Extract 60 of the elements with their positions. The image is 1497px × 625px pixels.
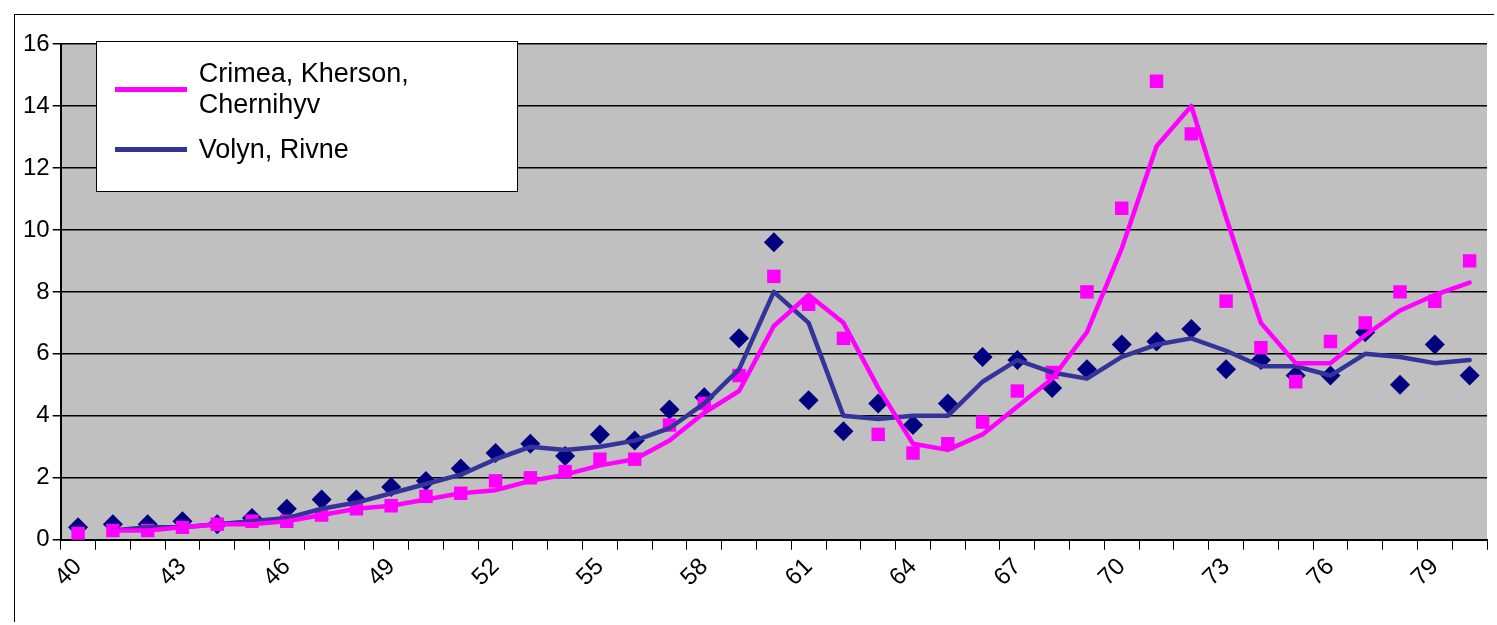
point <box>868 393 889 414</box>
point <box>729 328 750 349</box>
x-tick-label: 64 <box>883 552 922 591</box>
point <box>1115 201 1129 215</box>
x-tick-label: 46 <box>257 552 296 591</box>
point <box>1181 319 1202 340</box>
point <box>1254 340 1268 355</box>
point <box>972 346 993 367</box>
point <box>589 424 610 445</box>
point <box>1080 285 1094 299</box>
point <box>871 427 885 442</box>
point <box>1390 374 1411 395</box>
point <box>1358 316 1372 330</box>
point <box>1111 334 1132 355</box>
point <box>71 526 85 540</box>
point <box>906 446 920 460</box>
point <box>937 393 958 414</box>
point <box>1393 285 1407 299</box>
x-tick-label: 55 <box>570 552 609 591</box>
point <box>1216 359 1237 380</box>
legend-label: Volyn, Rivne <box>198 134 349 165</box>
point <box>763 232 784 253</box>
y-tick-label: 6 <box>36 338 50 366</box>
x-tick-label: 52 <box>465 552 504 591</box>
point <box>1424 334 1445 355</box>
x-tick-label: 58 <box>674 552 713 591</box>
point <box>975 415 990 429</box>
x-tick-label: 61 <box>778 552 817 591</box>
point <box>798 390 819 411</box>
x-tick-label: 49 <box>361 552 400 591</box>
x-tick-label: 73 <box>1196 552 1235 591</box>
y-tick-label: 14 <box>22 90 50 118</box>
y-tick-label: 10 <box>22 214 50 242</box>
y-tick-label: 4 <box>36 400 50 428</box>
point <box>488 474 503 488</box>
y-tick-label: 12 <box>22 152 50 180</box>
point <box>1219 294 1233 308</box>
point <box>659 399 680 420</box>
y-tick-label: 2 <box>36 462 50 490</box>
point <box>833 421 854 442</box>
y-tick-label: 8 <box>36 276 50 304</box>
point <box>1010 384 1025 398</box>
x-tick-label: 43 <box>152 552 191 591</box>
point <box>767 269 781 284</box>
x-tick-label: 79 <box>1405 552 1444 591</box>
point <box>1288 375 1303 389</box>
point <box>903 415 923 436</box>
legend-label: Crimea, Kherson, Chernihyv <box>198 58 410 120</box>
x-tick-label: 67 <box>987 552 1026 591</box>
x-tick-label: 70 <box>1091 552 1130 591</box>
point <box>1323 334 1338 349</box>
point <box>311 489 332 510</box>
point <box>1149 74 1164 88</box>
y-tick-label: 0 <box>36 524 50 552</box>
point <box>1184 127 1199 141</box>
y-tick-label: 16 <box>22 28 50 56</box>
x-tick-label: 76 <box>1300 552 1339 591</box>
point <box>1459 365 1480 386</box>
x-tick-label: 40 <box>48 552 87 591</box>
point <box>1462 254 1477 268</box>
